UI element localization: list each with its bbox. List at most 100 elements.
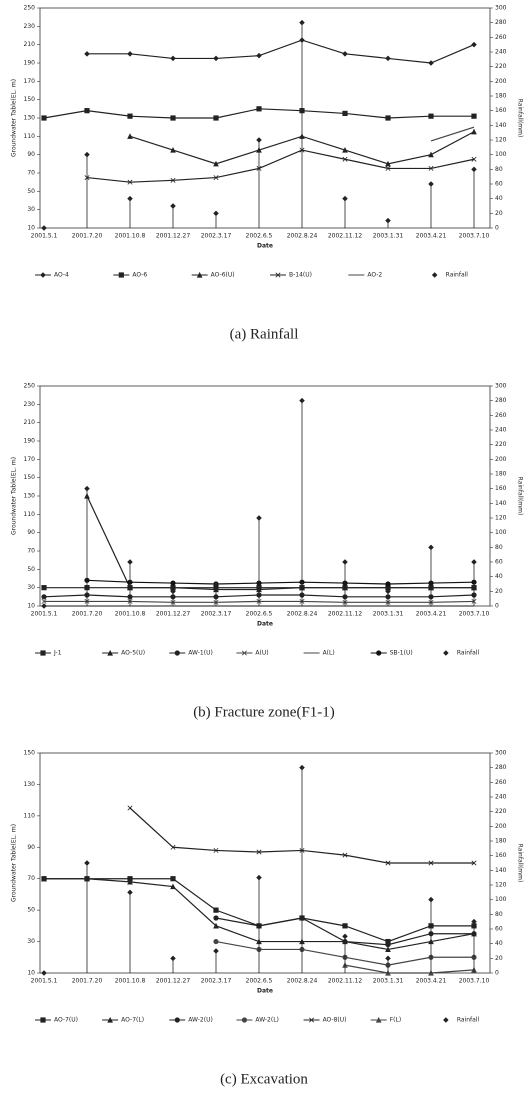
marker <box>40 1017 46 1023</box>
legend-label: Rainfall <box>457 650 480 657</box>
marker <box>471 166 477 173</box>
marker <box>118 272 124 278</box>
marker <box>170 580 176 586</box>
marker <box>170 876 176 882</box>
y2-tick-label: 180 <box>495 838 507 845</box>
y-tick-label: 210 <box>24 419 36 426</box>
marker <box>385 160 391 167</box>
y2-axis-label: Rainfall(mm) <box>517 844 524 883</box>
marker <box>213 847 219 853</box>
legend-label: AO-7(L) <box>121 1017 144 1024</box>
marker <box>41 225 47 231</box>
marker <box>309 1017 315 1023</box>
x-tick-label: 2001.7.20 <box>72 233 103 240</box>
x-tick-label: 2003.1.31 <box>373 233 404 240</box>
x-tick-label: 2002.8.24 <box>287 978 318 985</box>
marker <box>213 581 219 587</box>
x-tick-label: 2003.1.31 <box>373 978 404 985</box>
marker <box>385 115 391 121</box>
marker <box>385 55 391 62</box>
y-tick-label: 90 <box>27 151 35 158</box>
y-tick-label: 250 <box>24 383 36 390</box>
y2-tick-label: 20 <box>495 955 503 962</box>
marker <box>170 177 176 183</box>
marker <box>428 860 434 866</box>
y-tick-label: 30 <box>27 206 35 213</box>
marker <box>170 844 176 850</box>
marker <box>256 849 262 855</box>
y2-tick-label: 0 <box>495 225 499 232</box>
marker <box>342 110 348 117</box>
marker <box>196 271 203 278</box>
x-tick-label: 2001.7.20 <box>72 611 103 618</box>
marker <box>385 955 391 962</box>
y2-tick-label: 280 <box>495 19 507 26</box>
series-line <box>86 495 474 591</box>
plot-area <box>39 385 491 607</box>
y-tick-label: 190 <box>24 60 36 67</box>
marker <box>40 650 46 656</box>
y-tick-label: 50 <box>27 566 35 573</box>
marker <box>170 55 176 62</box>
x-tick-label: 2002.11.12 <box>328 611 363 618</box>
x-tick-label: 2003.4.21 <box>416 978 447 985</box>
y2-tick-label: 240 <box>495 427 507 434</box>
y-tick-label: 70 <box>27 548 35 555</box>
x-tick-label: 2002.11.12 <box>328 233 363 240</box>
x-tick-label: 2001.10.8 <box>115 233 146 240</box>
marker <box>213 210 219 217</box>
caption: (c) Excavation <box>220 1071 308 1087</box>
y-tick-label: 230 <box>24 23 36 30</box>
y2-tick-label: 80 <box>495 166 503 173</box>
legend-label: AO-4 <box>54 272 69 279</box>
legend-label: J-1 <box>53 650 62 657</box>
y2-tick-label: 140 <box>495 867 507 874</box>
y-tick-label: 30 <box>27 584 35 591</box>
plot-area <box>39 7 491 229</box>
legend-label: AW-2(L) <box>255 1017 278 1024</box>
marker <box>428 113 434 119</box>
marker <box>213 175 219 181</box>
marker <box>107 1016 113 1023</box>
y2-tick-label: 200 <box>495 78 507 85</box>
y2-tick-label: 80 <box>495 911 503 918</box>
marker <box>256 874 262 881</box>
marker <box>127 113 133 119</box>
marker <box>213 915 219 921</box>
x-axis-label: Date <box>257 243 273 250</box>
x-tick-label: 2002.3.17 <box>201 611 232 618</box>
chart: 10 30 50 70 90 110 130 150 170 190 210 230 250 0 20 40 6… <box>11 5 524 343</box>
marker <box>471 860 477 866</box>
y-axis-label: Groundwater Table(EL. m) <box>11 824 18 902</box>
y-axis-label: Groundwater Table(EL. m) <box>11 79 18 157</box>
marker <box>376 650 382 656</box>
legend-label: AW-1(U) <box>188 650 213 657</box>
y2-tick-label: 280 <box>495 397 507 404</box>
y-tick-label: 110 <box>24 812 36 819</box>
marker <box>84 51 90 57</box>
marker <box>213 160 219 167</box>
y2-tick-label: 120 <box>495 515 507 522</box>
y-axis-label: Groundwater Table(EL. m) <box>11 457 18 535</box>
marker <box>275 272 281 278</box>
y2-tick-label: 280 <box>495 764 507 771</box>
y-tick-label: 30 <box>27 938 35 945</box>
series-line <box>86 579 475 585</box>
y-tick-label: 250 <box>24 5 36 12</box>
marker <box>342 923 348 929</box>
marker <box>41 598 47 604</box>
marker <box>256 137 262 143</box>
x-tick-label: 2003.4.21 <box>416 611 447 618</box>
y2-tick-label: 100 <box>495 896 507 903</box>
marker <box>170 115 176 121</box>
y2-tick-label: 300 <box>495 383 507 390</box>
y-tick-label: 150 <box>24 750 36 757</box>
y2-tick-label: 220 <box>495 63 507 70</box>
x-tick-label: 2002.11.12 <box>328 978 363 985</box>
legend-label: SB-1(U) <box>390 650 413 657</box>
y2-tick-label: 120 <box>495 882 507 889</box>
y2-tick-label: 240 <box>495 794 507 801</box>
legend-label: AO-5(U) <box>121 650 145 657</box>
x-tick-label: 2001.12.27 <box>156 978 191 985</box>
marker <box>84 151 90 158</box>
